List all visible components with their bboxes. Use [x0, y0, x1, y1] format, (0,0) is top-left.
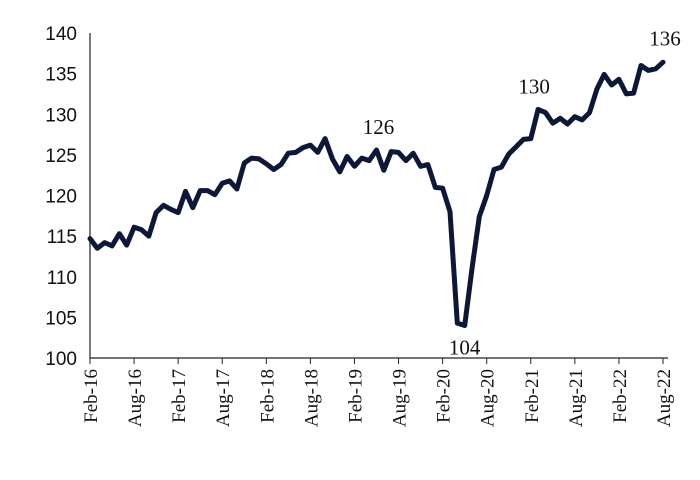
- y-tick-label: 135: [45, 65, 77, 86]
- y-axis: 100 105 110 115 120 125 130 135 140: [45, 24, 91, 370]
- x-tick-label: Aug-17: [213, 369, 234, 427]
- data-label: 104: [449, 336, 481, 360]
- y-tick-label: 120: [45, 187, 77, 208]
- y-tick-label: 125: [45, 146, 77, 167]
- x-tick-label: Aug-16: [125, 369, 146, 427]
- x-tick-label: Aug-21: [566, 369, 587, 427]
- y-tick-label: 130: [45, 105, 77, 126]
- data-label: 126: [363, 115, 395, 139]
- x-axis: Feb-16 Aug-16 Feb-17 Aug-17 Feb-18 Aug-18 Feb-…: [81, 357, 675, 427]
- series-group: [87, 59, 666, 328]
- data-label: 130: [518, 74, 550, 98]
- series-line: [87, 59, 666, 328]
- y-tick-label: 110: [47, 268, 77, 289]
- x-tick-label: Aug-20: [478, 369, 499, 427]
- x-tick-label: Feb-16: [81, 369, 102, 423]
- x-tick-label: Aug-22: [654, 369, 675, 427]
- x-tick-label: Feb-18: [257, 369, 278, 423]
- data-label: 136: [649, 26, 681, 50]
- x-tick-label: Feb-17: [169, 369, 190, 423]
- y-tick-label: 105: [45, 308, 77, 329]
- x-tick-label: Feb-21: [522, 369, 543, 423]
- x-tick-label: Feb-20: [434, 369, 455, 423]
- x-tick-label: Aug-18: [301, 369, 322, 427]
- x-tick-label: Feb-22: [610, 369, 631, 423]
- x-tick-label: Feb-19: [345, 369, 366, 423]
- y-tick-label: 140: [45, 24, 77, 45]
- y-tick-label: 100: [45, 349, 77, 370]
- y-tick-label: 115: [47, 227, 77, 248]
- x-tick-label: Aug-19: [390, 369, 411, 427]
- annotations: 126 104 130 136: [363, 26, 681, 359]
